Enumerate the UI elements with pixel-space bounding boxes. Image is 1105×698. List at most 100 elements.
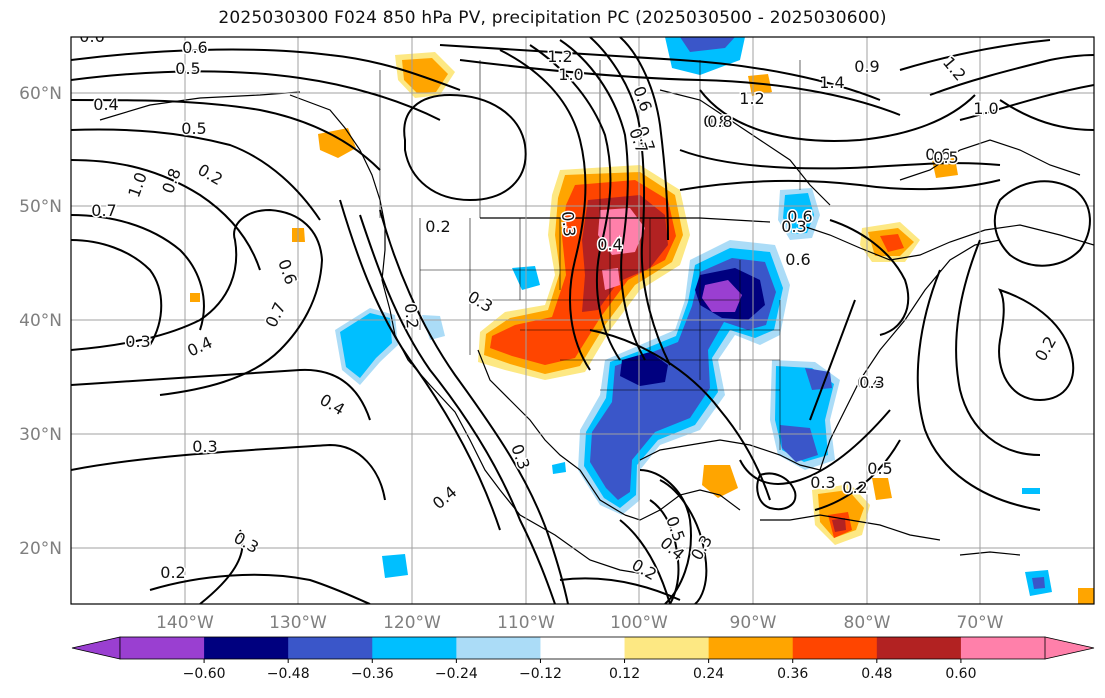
contour-label: 0.6 (787, 207, 812, 226)
contour-label: 0.8 (703, 112, 728, 131)
bahamas-positive (872, 478, 892, 500)
contour-label: 0.5 (175, 59, 200, 78)
colorbar-tick-label: 0.12 (609, 666, 640, 682)
quebec-positive-red (880, 234, 904, 252)
corner-positive (1078, 588, 1094, 604)
colorbar-swatch (540, 637, 626, 659)
colorbar-tick-label: 0.60 (945, 666, 976, 682)
lat-label-60n: 60°N (19, 84, 62, 104)
colorbar-swatch (456, 637, 541, 659)
lon-label-80w: 80°W (844, 613, 891, 633)
colorbar-tick-label: −0.60 (183, 666, 226, 682)
contour-label: 0.3 (558, 210, 579, 237)
contour-label: 1.0 (973, 99, 998, 118)
lon-label-120w: 120°W (383, 613, 441, 633)
gulf-negative (552, 462, 566, 474)
lon-label-90w: 90°W (730, 613, 777, 633)
lon-label-70w: 70°W (957, 613, 1004, 633)
contour-label: 0.4 (597, 235, 622, 254)
lat-label-50n: 50°N (19, 197, 62, 217)
longitude-labels: 140°W 130°W 120°W 110°W 100°W 90°W 80°W … (156, 613, 1004, 633)
alaska-positive-red (402, 58, 448, 93)
lakes-negative-cyan (783, 193, 814, 234)
contour-label: 0.2 (425, 217, 450, 236)
latitude-labels: 60°N 50°N 40°N 30°N 20°N (19, 84, 62, 559)
contour-label: 1.4 (819, 73, 844, 92)
lon-label-110w: 110°W (497, 613, 555, 633)
colorbar-over-triangle (1044, 636, 1095, 660)
colorbar-tick-label: −0.12 (519, 666, 562, 682)
colorbar-swatch (120, 637, 205, 659)
west-negative-light-2 (422, 315, 445, 340)
lon-label-130w: 130°W (269, 613, 327, 633)
lon-label-100w: 100°W (610, 613, 668, 633)
colorbar-tick-label: 0.48 (861, 666, 892, 682)
positive-anomaly-pink-2 (602, 268, 620, 290)
caribbean-negative-2 (1032, 577, 1045, 589)
colorbar-swatch (624, 637, 710, 659)
contour-label: 0.4 (93, 95, 118, 114)
lat-label-30n: 30°N (19, 425, 62, 445)
colorbar-tick-label: −0.36 (351, 666, 394, 682)
colorbar-swatch (792, 637, 878, 659)
se-negative-blue-2 (805, 368, 832, 390)
precip-shading (190, 37, 1094, 604)
cuba-positive-darkred (832, 518, 846, 532)
contour-label: 0.6 (785, 250, 810, 269)
colorbar-swatch (288, 637, 373, 659)
lon-label-140w: 140°W (156, 613, 214, 633)
contour-label: 0.3 (781, 217, 806, 236)
colorbar-border (119, 636, 1046, 660)
contour-label: 0.3 (810, 473, 835, 492)
colorbar-tick-label: −0.24 (435, 666, 478, 682)
colorbar-swatch (876, 637, 962, 659)
colorbar-swatch (204, 637, 289, 659)
contour-label: 1.2 (547, 47, 572, 66)
contour-label: 0.2 (842, 478, 867, 497)
colorbar-swatch (708, 637, 794, 659)
contour-label: 0.6 (79, 27, 104, 46)
lat-label-20n: 20°N (19, 539, 62, 559)
negative-anomaly-purple (702, 280, 742, 312)
coastlines (99, 89, 1094, 576)
pacific-positive-2 (190, 293, 200, 302)
hudson-positive (748, 74, 772, 96)
colorbar-tick-label: 0.24 (693, 666, 724, 682)
north-negative-blue (680, 37, 735, 52)
map-content: 0.60.60.50.40.51.0 0.80.70.60.70.3 0.40.30… (71, 27, 1094, 604)
pacific-negative (382, 554, 408, 578)
yucatan-positive (702, 465, 738, 498)
contour-label: 0.7 (91, 201, 116, 220)
map-title: 2025030300 F024 850 hPa PV, precipitatio… (218, 8, 887, 28)
colorbar-under-triangle (71, 636, 121, 660)
contour-label: 0.6 (182, 38, 207, 57)
colorbar: −0.60 −0.48 −0.36 −0.24 −0.12 0.12 0.24 0.36 0.4… (71, 636, 1095, 682)
contour-label: 0.5 (933, 148, 958, 167)
contour-label: 0.5 (867, 459, 892, 478)
gridlines (71, 37, 1094, 604)
contour-label: 0.2 (401, 302, 422, 329)
atlantic-negative (1022, 488, 1040, 494)
contour-label: 0.8 (707, 112, 732, 131)
political-borders (379, 60, 801, 450)
contour-label: 0.9 (854, 57, 879, 76)
contour-label: 0.6 (925, 145, 950, 164)
contour-label: 1.2 (739, 89, 764, 108)
colorbar-tick-label: 0.36 (777, 666, 808, 682)
contour-label: 0.3 (859, 373, 884, 392)
contour-label: 0.4 (857, 373, 882, 392)
colorbar-tick-label: −0.48 (267, 666, 310, 682)
contour-label: 0.3 (192, 437, 217, 456)
map-border (70, 36, 1095, 605)
west-negative-cyan (340, 313, 392, 378)
lat-label-40n: 40°N (19, 311, 62, 331)
colorbar-swatch (372, 637, 457, 659)
contour-label: 0.5 (181, 119, 206, 138)
bc-positive (318, 128, 356, 158)
pv-contours (71, 37, 1094, 604)
contour-label: 1.0 (558, 65, 583, 84)
colorbar-swatch (960, 637, 1046, 659)
negative-anomaly-navy-2 (620, 352, 668, 386)
contour-label: 0.3 (125, 332, 150, 351)
